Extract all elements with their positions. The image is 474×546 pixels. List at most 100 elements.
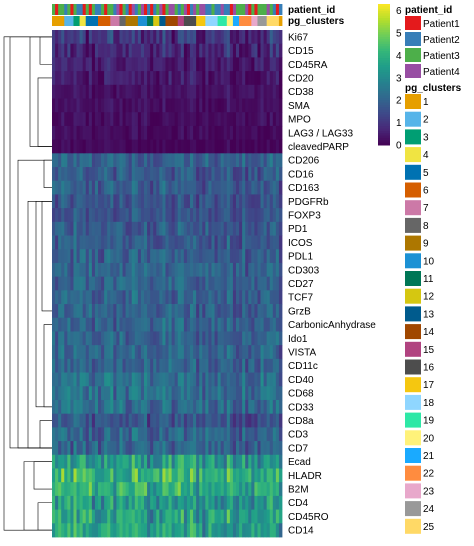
heatmap-cell [70,43,74,58]
heatmap-cell [205,495,209,510]
heatmap-cell [177,386,182,401]
heatmap-cell [171,98,176,113]
patient-id-cell [248,4,252,15]
heatmap-cell [82,468,87,483]
heatmap-cell [254,290,258,305]
heatmap-cell [174,454,179,469]
heatmap-cell [91,180,96,195]
heatmap-cell [248,413,252,428]
heatmap-cell [101,441,105,456]
heatmap-cell [248,358,252,373]
heatmap-cell [226,262,231,278]
heatmap-cell [214,153,218,168]
heatmap-cell [196,235,200,250]
heatmap-cell [196,454,200,469]
heatmap-cell [190,276,194,291]
heatmap-cell [193,358,197,373]
heatmap-cell [61,71,65,86]
heatmap-cell [85,358,90,373]
heatmap-cell [162,454,166,469]
heatmap-cell [239,262,243,278]
heatmap-cell [76,427,80,442]
heatmap-cell [85,235,90,250]
heatmap-cell [70,194,74,209]
heatmap-cell [107,221,111,236]
heatmap-cell [226,413,231,428]
heatmap-cell [254,386,258,401]
heatmap-cell [159,358,163,373]
heatmap-cell [140,386,145,401]
heatmap-cell [88,523,93,538]
row-label: CarbonicAnhydrase [288,320,376,331]
heatmap-cell [91,194,96,209]
heatmap-cell [248,454,252,469]
heatmap-cell [58,386,62,401]
heatmap-cell [251,495,255,510]
heatmap-cell [214,372,218,387]
heatmap-cell [260,208,264,223]
heatmap-cell [110,221,114,236]
patient-id-cell [232,4,237,15]
row-label: CD8a [288,416,314,427]
heatmap-cell [113,71,117,86]
heatmap-cell [245,84,249,99]
heatmap-cell [257,413,261,428]
heatmap-cell [91,495,96,510]
heatmap-cell [131,235,136,250]
heatmap-cell [190,43,194,58]
heatmap-cell [104,509,108,524]
heatmap-cell [134,468,139,483]
heatmap-cell [257,482,261,497]
heatmap-cell [232,30,237,45]
heatmap-cell [245,304,249,319]
heatmap-cell [122,71,126,86]
heatmap-cell [82,399,87,415]
heatmap-cell [107,454,111,469]
heatmap-cell [70,290,74,305]
heatmap-cell [183,523,188,538]
heatmap-cell [275,427,280,442]
dendrogram-branch [43,159,52,188]
heatmap-cell [79,304,84,319]
heatmap-cell [70,30,74,45]
pg-clusters-cell [107,16,111,26]
heatmap-cell [119,317,123,332]
heatmap-cell [104,208,108,223]
heatmap-cell [52,427,56,442]
heatmap-cell [73,372,77,387]
heatmap-cell [223,399,228,415]
heatmap-cell [150,358,154,373]
heatmap-cell [211,167,215,182]
heatmap-cell [242,221,246,236]
heatmap-cell [229,317,234,332]
row-label: cleavedPARP [288,142,349,153]
heatmap-cell [251,523,255,538]
heatmap-cell [266,221,271,236]
colorbar-segment [378,135,390,139]
heatmap-cell [58,482,62,497]
heatmap-cell [91,441,96,456]
heatmap-cell [144,413,148,428]
heatmap-cell [104,30,108,45]
heatmap-cell [98,139,102,154]
heatmap-cell [165,523,169,538]
pg-clusters-cell [165,16,169,26]
heatmap-cell [91,482,96,497]
heatmap-cell [107,153,111,168]
heatmap-cell [70,71,74,86]
heatmap-cell [208,304,212,319]
heatmap-cell [128,57,133,72]
legend-swatch [405,394,421,410]
heatmap-cell [73,386,77,401]
patient-id-cell [171,4,176,15]
heatmap-cell [104,317,108,332]
patient-id-cell [91,4,96,15]
heatmap-cell [122,413,126,428]
heatmap-cell [236,221,240,236]
heatmap-cell [208,194,212,209]
heatmap-cell [226,235,231,250]
heatmap-cell [61,276,65,291]
heatmap-cell [183,235,188,250]
heatmap-cell [177,509,182,524]
legend-label: 7 [423,203,429,214]
